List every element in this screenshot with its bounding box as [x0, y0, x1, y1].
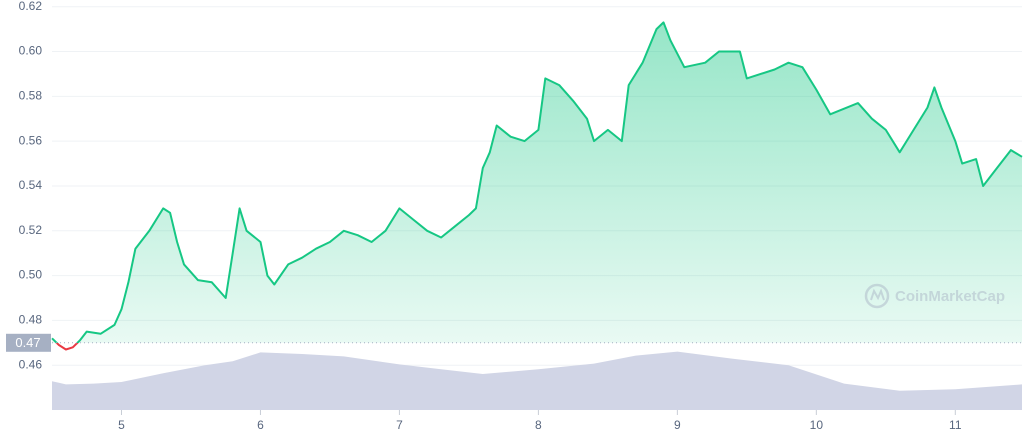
y-tick-label: 0.50 [19, 268, 43, 282]
x-tick-label: 7 [396, 418, 403, 432]
y-tick-label: 0.58 [19, 89, 43, 103]
x-tick-label: 11 [949, 418, 962, 432]
x-tick-label: 10 [810, 418, 824, 432]
x-tick-label: 9 [674, 418, 681, 432]
y-tick-label: 0.62 [19, 0, 43, 13]
price-line [51, 21, 1023, 351]
watermark: CoinMarketCap [864, 283, 1005, 309]
volume-area [52, 351, 1022, 410]
watermark-icon-mark [870, 288, 885, 301]
y-tick-label: 0.52 [19, 223, 43, 237]
y-tick-label: 0.60 [19, 44, 43, 58]
baseline-label: 0.47 [15, 335, 40, 350]
baseline-label-bg [6, 333, 51, 352]
watermark-text: CoinMarketCap [895, 288, 1005, 305]
y-tick-label: 0.46 [19, 357, 43, 371]
x-tick-label: 8 [535, 418, 542, 432]
watermark-icon [864, 283, 890, 309]
y-tick-label: 0.56 [19, 133, 43, 147]
price-area [52, 22, 1022, 343]
x-tick-label: 5 [118, 418, 125, 432]
x-tick-label: 6 [257, 418, 264, 432]
y-tick-label: 0.54 [19, 178, 43, 192]
y-tick-label: 0.48 [19, 313, 43, 327]
